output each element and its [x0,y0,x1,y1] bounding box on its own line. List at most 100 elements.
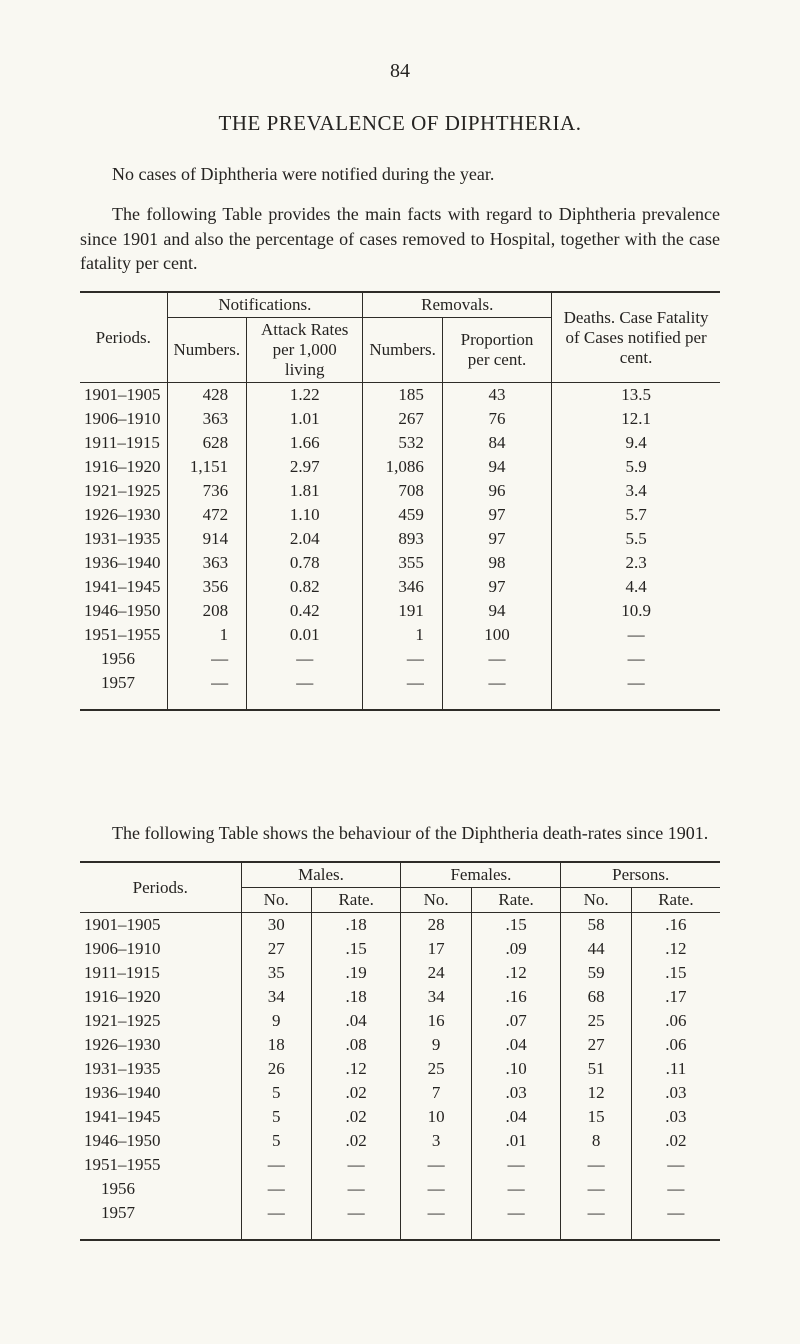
t2-m-no: 26 [241,1057,311,1081]
t1-not-rate: 2.97 [247,455,363,479]
t2-h-males: Males. [241,862,401,888]
t1-h-proportion: Proportion per cent. [442,318,551,383]
t1-not-num: 1,151 [167,455,247,479]
table-prevalence: Periods. Notifications. Removals. Deaths… [80,291,720,711]
t2-f-rate: .09 [471,937,561,961]
t2-m-no: 5 [241,1081,311,1105]
table-row: 1957—————— [80,1201,720,1225]
t1-rem-num: 893 [363,527,443,551]
t2-f-rate: .04 [471,1105,561,1129]
t1-rem-num: — [363,671,443,695]
t2-f-no: — [401,1177,471,1201]
t1-h-notifications: Notifications. [167,292,363,318]
t2-f-rate: — [471,1201,561,1225]
t2-p-no: 68 [561,985,631,1009]
t1-rem-num: 267 [363,407,443,431]
t1-death: 5.9 [552,455,720,479]
t2-period: 1936–1940 [80,1081,241,1105]
t2-p-no: — [561,1177,631,1201]
t1-h-deaths: Deaths. Case Fatality of Cases notified … [552,292,720,383]
t1-rem-prop: 84 [442,431,551,455]
t2-h-p-no: No. [561,888,631,913]
t2-period: 1941–1945 [80,1105,241,1129]
t2-period: 1931–1935 [80,1057,241,1081]
t2-p-rate: .11 [631,1057,720,1081]
t2-f-no: 16 [401,1009,471,1033]
t1-not-rate: 0.01 [247,623,363,647]
table-row: 1941–19455.0210.0415.03 [80,1105,720,1129]
t2-h-p-rate: Rate. [631,888,720,913]
t1-h-numbers-2: Numbers. [363,318,443,383]
table-row: 1931–19359142.04893975.5 [80,527,720,551]
paragraph-3: The following Table shows the behaviour … [80,821,720,845]
t1-not-rate: 1.66 [247,431,363,455]
t2-f-no: 3 [401,1129,471,1153]
t2-f-no: 10 [401,1105,471,1129]
t2-p-rate: — [631,1153,720,1177]
t2-h-periods: Periods. [80,862,241,913]
t1-not-num: 1 [167,623,247,647]
t1-death: — [552,671,720,695]
t2-f-rate: — [471,1177,561,1201]
t2-m-rate: .18 [311,985,401,1009]
t2-h-m-no: No. [241,888,311,913]
t2-f-no: — [401,1201,471,1225]
t2-f-no: — [401,1153,471,1177]
t2-p-no: 59 [561,961,631,985]
t1-period: 1916–1920 [80,455,167,479]
t2-m-rate: .19 [311,961,401,985]
t2-m-no: — [241,1177,311,1201]
t2-period: 1921–1925 [80,1009,241,1033]
t1-rem-num: 346 [363,575,443,599]
t1-period: 1956 [80,647,167,671]
t1-rem-prop: 97 [442,575,551,599]
t2-m-no: 27 [241,937,311,961]
table-row: 1956————— [80,647,720,671]
t2-f-no: 25 [401,1057,471,1081]
t1-rem-prop: 96 [442,479,551,503]
t2-m-rate: — [311,1177,401,1201]
t2-m-no: 30 [241,913,311,938]
t1-not-rate: 2.04 [247,527,363,551]
table-row: 1931–193526.1225.1051.11 [80,1057,720,1081]
t1-death: 2.3 [552,551,720,575]
page: 84 THE PREVALENCE OF DIPHTHERIA. No case… [0,0,800,1344]
t1-not-num: 628 [167,431,247,455]
t2-m-rate: .02 [311,1105,401,1129]
table-row: 1901–190530.1828.1558.16 [80,913,720,938]
table-row: 1936–19405.027.0312.03 [80,1081,720,1105]
t2-f-rate: — [471,1153,561,1177]
t2-h-persons: Persons. [561,862,720,888]
t1-death: 10.9 [552,599,720,623]
t2-period: 1901–1905 [80,913,241,938]
t1-not-rate: 0.82 [247,575,363,599]
t1-rem-num: 459 [363,503,443,527]
t2-period: 1911–1915 [80,961,241,985]
t2-m-no: 18 [241,1033,311,1057]
t1-not-rate: 1.10 [247,503,363,527]
t1-not-num: 363 [167,407,247,431]
page-title: THE PREVALENCE OF DIPHTHERIA. [80,111,720,136]
t1-period: 1906–1910 [80,407,167,431]
t1-rem-num: 191 [363,599,443,623]
t2-h-f-rate: Rate. [471,888,561,913]
t2-m-rate: .15 [311,937,401,961]
t1-death: 4.4 [552,575,720,599]
table-row: 1901–19054281.221854313.5 [80,383,720,408]
t1-period: 1936–1940 [80,551,167,575]
t1-period: 1957 [80,671,167,695]
t2-m-rate: .02 [311,1081,401,1105]
t2-m-no: — [241,1201,311,1225]
t1-rem-num: 185 [363,383,443,408]
table-row: 1926–193018.089.0427.06 [80,1033,720,1057]
t2-p-no: — [561,1153,631,1177]
t2-m-rate: — [311,1153,401,1177]
t2-m-no: 34 [241,985,311,1009]
table-row: 1941–19453560.82346974.4 [80,575,720,599]
t2-f-no: 7 [401,1081,471,1105]
t2-m-no: 5 [241,1105,311,1129]
t1-rem-prop: 97 [442,527,551,551]
t1-rem-num: 355 [363,551,443,575]
t2-f-rate: .07 [471,1009,561,1033]
t2-p-no: 58 [561,913,631,938]
